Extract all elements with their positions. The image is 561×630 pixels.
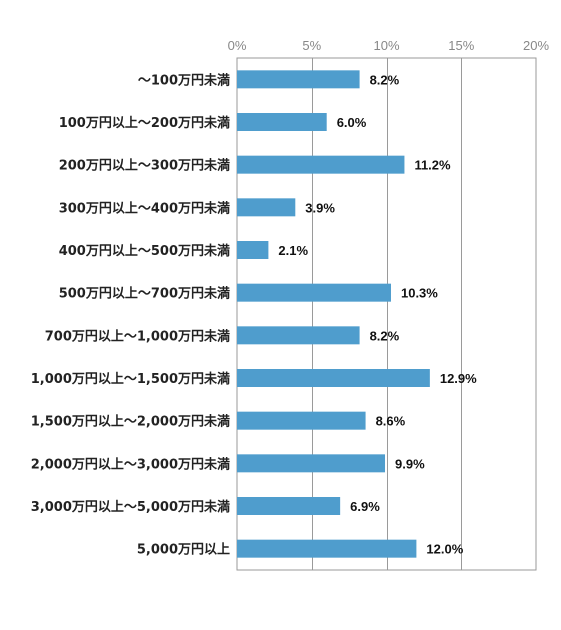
bar-8 [237, 369, 430, 387]
value-label-1: 8.2% [370, 72, 400, 87]
bar-3 [237, 155, 405, 174]
bar-12 [237, 539, 417, 558]
category-label-1: ～100万円未満 [138, 72, 230, 88]
bar-5 [237, 241, 269, 259]
bar-10 [237, 454, 386, 473]
value-label-11: 6.9% [350, 499, 380, 514]
x-tick-label-15: 15% [448, 38, 474, 53]
value-labels: 8.2% 6.0% 11.2% 3.9% 2.1% 10.3% 8.2% 12.9% 8.6% 9… [278, 72, 477, 556]
category-label-12: 5,000万円以上 [137, 543, 230, 558]
category-label-8: 1,000万円以上～1,500万円未満 [31, 371, 230, 387]
category-label-7: 700万円以上～1,000万円未満 [45, 328, 230, 344]
category-label-3: 200万円以上～300万円未満 [59, 158, 230, 174]
value-label-6: 10.3% [401, 286, 438, 301]
value-label-12: 12.0% [426, 542, 463, 557]
value-label-4: 3.9% [305, 200, 335, 215]
plot-frame [236, 57, 537, 571]
x-tick-label-5: 5% [302, 38, 321, 53]
value-label-2: 6.0% [337, 115, 367, 130]
value-label-7: 8.2% [370, 328, 400, 343]
x-tick-label-20: 20% [523, 38, 549, 53]
value-label-8: 12.9% [440, 371, 477, 386]
value-label-3: 11.2% [414, 158, 451, 173]
x-tick-label-0: 0% [228, 38, 247, 53]
bar-11 [237, 497, 341, 515]
grid-layer [236, 57, 537, 571]
value-label-10: 9.9% [395, 456, 425, 471]
category-label-4: 300万円以上～400万円未満 [59, 200, 230, 216]
category-label-6: 500万円以上～700万円未満 [59, 286, 230, 302]
bar-1 [237, 70, 360, 89]
category-label-2: 100万円以上～200万円未満 [59, 115, 230, 131]
x-axis-ticks: 0% 5% 10% 15% 20% [228, 38, 550, 53]
bar-9 [237, 411, 366, 430]
bar-2 [237, 113, 327, 131]
bar-6 [237, 283, 391, 302]
value-label-5: 2.1% [278, 243, 308, 258]
bars [237, 70, 430, 558]
category-label-5: 400万円以上～500万円未満 [59, 243, 230, 259]
category-label-9: 1,500万円以上～2,000万円未満 [31, 414, 230, 430]
x-tick-label-10: 10% [373, 38, 399, 53]
bar-7 [237, 326, 360, 345]
category-label-10: 2,000万円以上～3,000万円未満 [31, 456, 230, 472]
category-labels: ～100万円未満 100万円以上～200万円未満 200万円以上～300万円未満 30… [31, 72, 230, 557]
category-label-11: 3,000万円以上～5,000万円未満 [31, 499, 230, 515]
value-label-9: 8.6% [376, 414, 406, 429]
bar-4 [237, 198, 296, 217]
